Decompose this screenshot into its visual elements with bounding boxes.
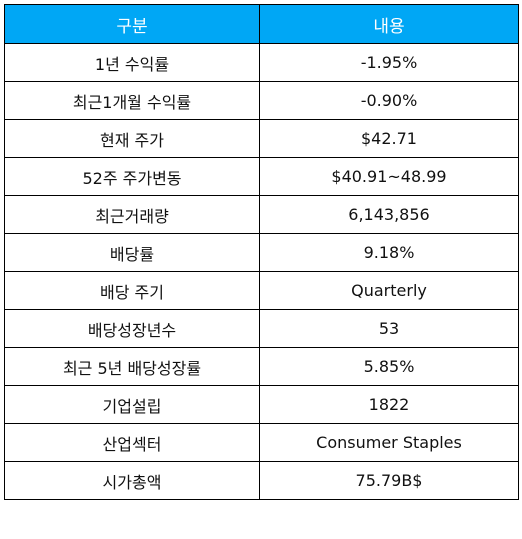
table-row: 시가총액 75.79B$ xyxy=(4,461,519,500)
row-label: 현재 주가 xyxy=(4,119,260,158)
row-value: Consumer Staples xyxy=(259,423,519,462)
header-row: 구분 내용 xyxy=(4,4,519,44)
row-value: $42.71 xyxy=(259,119,519,158)
row-value: $40.91~48.99 xyxy=(259,157,519,196)
table-row: 최근1개월 수익률 -0.90% xyxy=(4,81,519,120)
table-row: 배당률 9.18% xyxy=(4,233,519,272)
table-row: 배당 주기 Quarterly xyxy=(4,271,519,310)
row-label: 배당성장년수 xyxy=(4,309,260,348)
row-label: 기업설립 xyxy=(4,385,260,424)
row-label: 최근 5년 배당성장률 xyxy=(4,347,260,386)
table-row: 1년 수익률 -1.95% xyxy=(4,43,519,82)
row-value: Quarterly xyxy=(259,271,519,310)
row-value: 75.79B$ xyxy=(259,461,519,500)
table-row: 배당성장년수 53 xyxy=(4,309,519,348)
row-value: 9.18% xyxy=(259,233,519,272)
row-label: 최근1개월 수익률 xyxy=(4,81,260,120)
table-row: 산업섹터 Consumer Staples xyxy=(4,423,519,462)
row-label: 산업섹터 xyxy=(4,423,260,462)
header-content: 내용 xyxy=(259,4,519,44)
row-value: 53 xyxy=(259,309,519,348)
row-value: 5.85% xyxy=(259,347,519,386)
row-label: 시가총액 xyxy=(4,461,260,500)
header-category: 구분 xyxy=(4,4,260,44)
stock-info-table: 구분 내용 1년 수익률 -1.95% 최근1개월 수익률 -0.90% 현재 … xyxy=(4,4,519,500)
table-row: 52주 주가변동 $40.91~48.99 xyxy=(4,157,519,196)
table-row: 최근거래량 6,143,856 xyxy=(4,195,519,234)
table-row: 최근 5년 배당성장률 5.85% xyxy=(4,347,519,386)
table-row: 기업설립 1822 xyxy=(4,385,519,424)
row-label: 배당률 xyxy=(4,233,260,272)
row-label: 최근거래량 xyxy=(4,195,260,234)
row-value: 1822 xyxy=(259,385,519,424)
row-value: -0.90% xyxy=(259,81,519,120)
row-value: -1.95% xyxy=(259,43,519,82)
row-label: 1년 수익률 xyxy=(4,43,260,82)
table-row: 현재 주가 $42.71 xyxy=(4,119,519,158)
row-label: 52주 주가변동 xyxy=(4,157,260,196)
row-value: 6,143,856 xyxy=(259,195,519,234)
row-label: 배당 주기 xyxy=(4,271,260,310)
